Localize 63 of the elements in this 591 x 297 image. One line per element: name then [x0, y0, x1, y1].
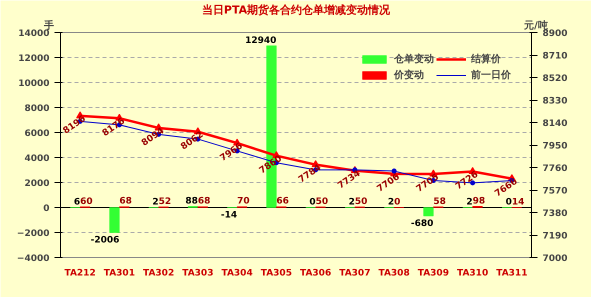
data-label: 2 [348, 197, 355, 208]
y-tick-label: 14000 [18, 29, 50, 39]
data-label: 98 [472, 196, 486, 206]
data-label: 88 [185, 196, 198, 206]
data-label: 6 [74, 197, 80, 208]
data-label: 52 [158, 196, 172, 207]
data-label: 58 [433, 196, 446, 207]
x-tick-label: TA308 [378, 268, 410, 278]
legend-label: 价变动 [394, 68, 424, 82]
y-tick-label: 4000 [24, 154, 50, 164]
y2-tick-label: 7380 [542, 209, 568, 219]
y-tick-label: 8000 [24, 104, 50, 114]
y-tick-label: −4000 [16, 254, 50, 264]
data-label: 0 [309, 198, 316, 208]
data-label: 2 [466, 197, 473, 208]
y-tick-label: −2000 [16, 229, 50, 239]
data-label: 66 [276, 196, 289, 207]
x-tick-label: TA310 [457, 268, 488, 278]
x-tick-label: TA304 [222, 268, 253, 278]
x-tick-label: TA311 [496, 268, 528, 278]
text: 手 元/吨 [44, 20, 548, 32]
data-label: 12940 [245, 36, 276, 46]
x-tick-label: TA307 [339, 268, 370, 278]
legend-label: 前一日价 [471, 68, 511, 82]
y2-tick-label: 8330 [542, 96, 568, 106]
data-label: 0 [394, 198, 400, 208]
y-tick-label: 2000 [24, 179, 50, 189]
x-tick-label: TA305 [260, 268, 292, 278]
legend-label: 结算价 [471, 52, 501, 66]
y2-tick-label: 7000 [542, 254, 568, 264]
y2-tick-label: 8900 [542, 29, 568, 39]
y-tick-label: 6000 [24, 129, 50, 139]
data-label: -2006 [90, 236, 120, 246]
y2-tick-label: 7950 [542, 142, 568, 152]
y-tick-label: 10000 [18, 79, 50, 89]
x-tick-label: TA301 [104, 268, 135, 278]
y2-tick-label: 7760 [542, 164, 568, 174]
x-tick-label: TA306 [300, 268, 332, 278]
x-tick-label: TA302 [143, 268, 174, 278]
data-label: 68 [119, 196, 132, 207]
x-tick-label: TA212 [64, 268, 96, 278]
data-label: 14 [512, 197, 524, 208]
data-label: 50 [354, 196, 368, 207]
data-label: 70 [237, 196, 250, 207]
y-tick-label: 12000 [18, 54, 50, 64]
legend-label: 仓单变动 [394, 52, 434, 66]
data-label: 0 [506, 198, 512, 208]
y2-tick-label: 8710 [542, 52, 568, 62]
y2-tick-label: 7190 [542, 232, 568, 242]
x-tick-label: TA303 [182, 268, 214, 278]
y2-tick-label: 8520 [542, 74, 568, 84]
data-label: 60 [80, 196, 93, 207]
data-label: 2 [152, 197, 159, 208]
data-label: 68 [198, 196, 210, 207]
y2-tick-label: 8140 [542, 119, 568, 129]
y2-tick-label: 7570 [542, 186, 568, 196]
data-label: -680 [410, 219, 434, 229]
data-label: -14 [220, 210, 238, 221]
chart-title: 当日PTA期货各合约仓单增减变动情况 [202, 4, 392, 16]
x-tick-label: TA309 [418, 268, 449, 278]
data-label: 50 [316, 196, 328, 207]
y-tick-label: 0 [43, 204, 50, 214]
data-label: 2 [388, 197, 394, 208]
